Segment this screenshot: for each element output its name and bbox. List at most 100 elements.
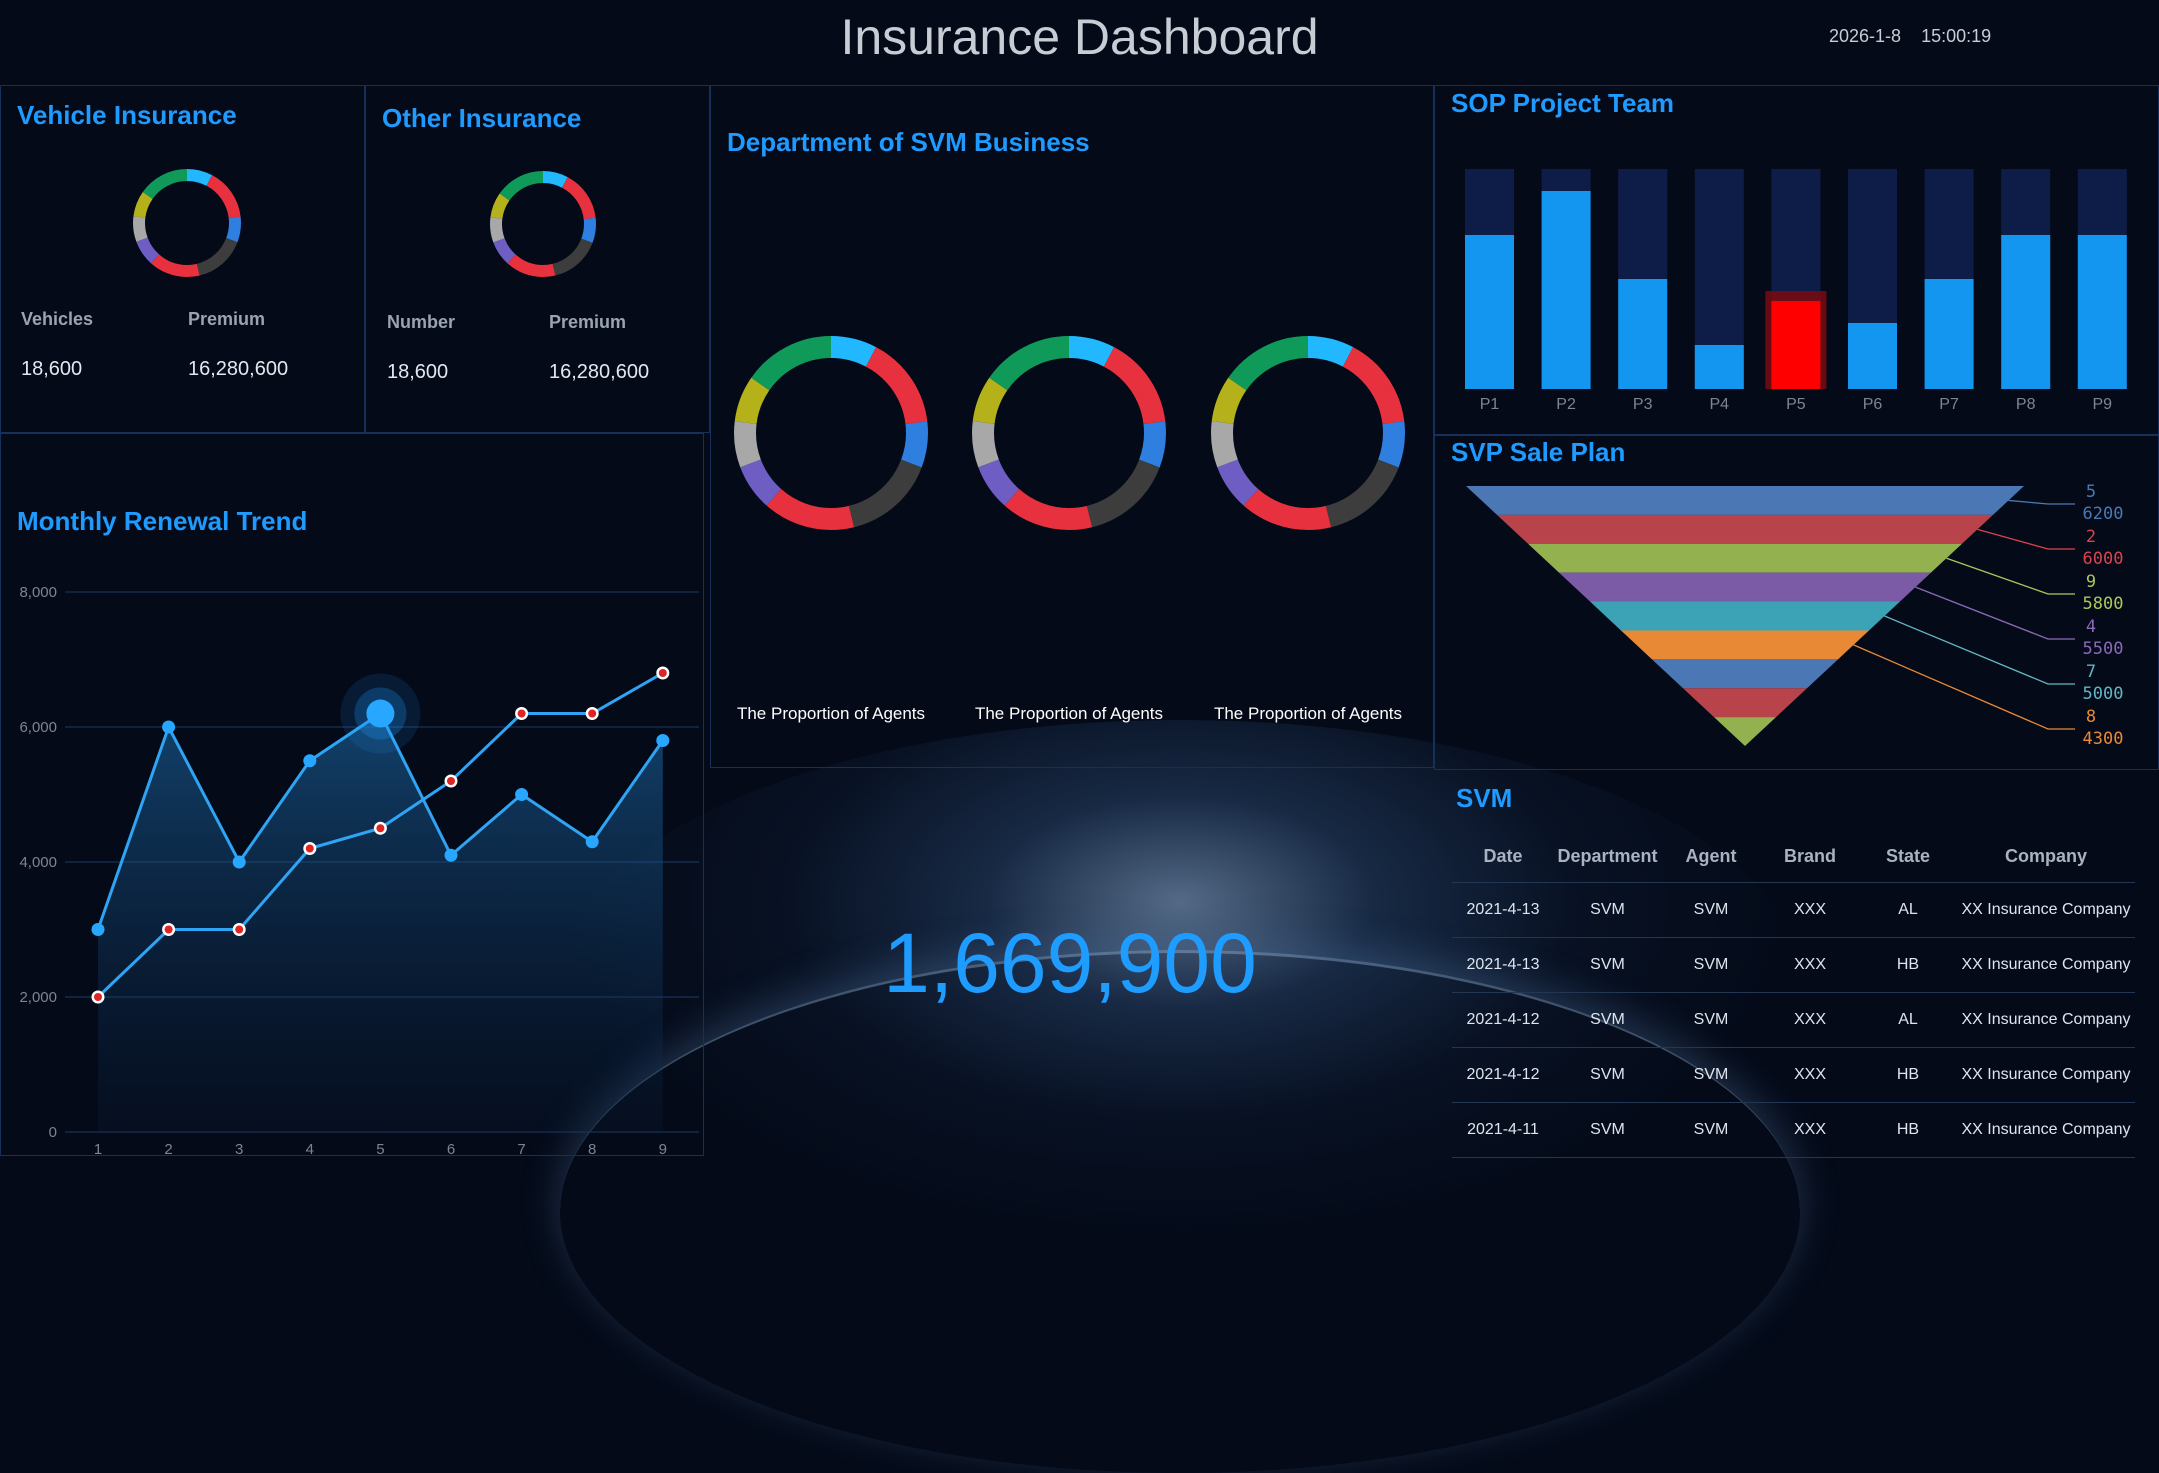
funnel-band bbox=[1497, 514, 1993, 544]
cell-state: HB bbox=[1859, 1102, 1957, 1158]
funnel-leader-line bbox=[1853, 644, 2075, 730]
series-b-point bbox=[447, 777, 455, 785]
table-row[interactable]: 2021-4-13 SVM SVM XXX AL XX Insurance Co… bbox=[1452, 882, 2135, 938]
cell-agent: SVM bbox=[1661, 992, 1761, 1048]
y-tick-label: 4,000 bbox=[19, 854, 57, 871]
donut-segment bbox=[490, 171, 596, 277]
col-agent: Agent bbox=[1661, 830, 1761, 883]
cell-date: 2021-4-13 bbox=[1452, 937, 1554, 993]
time-text: 15:00:19 bbox=[1921, 26, 1992, 46]
cell-company: XX Insurance Company bbox=[1957, 1102, 2135, 1158]
table-row[interactable]: 2021-4-12 SVM SVM XXX AL XX Insurance Co… bbox=[1452, 992, 2135, 1048]
cell-department: SVM bbox=[1554, 882, 1661, 938]
department-donut-2 bbox=[972, 336, 1166, 530]
funnel-label-count: 2 bbox=[2086, 527, 2096, 547]
donut-segment bbox=[133, 169, 241, 277]
funnel-band bbox=[1590, 601, 1900, 631]
svm-table: Date Department Agent Brand State Compan… bbox=[1452, 830, 2135, 1158]
donut-segment bbox=[490, 171, 596, 277]
total-value: 1,669,900 bbox=[883, 916, 1257, 1010]
funnel-band bbox=[1652, 659, 1838, 689]
series-a-point bbox=[303, 754, 317, 768]
x-tick-label: P1 bbox=[1480, 396, 1500, 413]
svp-sale-title: SVP Sale Plan bbox=[1451, 437, 1626, 467]
cell-date: 2021-4-11 bbox=[1452, 1102, 1554, 1158]
datetime: 2026-1-8 15:00:19 bbox=[1829, 26, 1991, 47]
other-donut bbox=[490, 171, 596, 277]
cell-state: AL bbox=[1859, 882, 1957, 938]
bar bbox=[1618, 279, 1668, 389]
vehicle-insurance-panel: Vehicle Insurance Vehicles Premium 18,60… bbox=[0, 85, 365, 433]
donut-segment bbox=[972, 336, 1166, 530]
other-insurance-panel: Other Insurance Number Premium 18,600 16… bbox=[365, 85, 710, 433]
series-a-point bbox=[515, 788, 529, 801]
donut-caption-2: The Proportion of Agents bbox=[974, 704, 1164, 723]
donut-segment bbox=[133, 169, 241, 277]
donut-segment bbox=[972, 336, 1166, 530]
cell-department: SVM bbox=[1554, 1102, 1661, 1158]
bar bbox=[1848, 323, 1897, 389]
col-state: State bbox=[1859, 830, 1957, 883]
donut-segment bbox=[972, 336, 1166, 530]
funnel-leader-line bbox=[1946, 557, 2075, 595]
svm-panel: SVM bbox=[1434, 770, 2159, 1156]
number-label: Number bbox=[387, 312, 456, 332]
series-b-point bbox=[658, 669, 667, 677]
series-b-point bbox=[235, 925, 244, 934]
sop-bar-chart: P1 P2 P3 P4 P5 P6 P7 P8 P9 bbox=[1465, 169, 2127, 413]
funnel-band bbox=[1466, 486, 2024, 515]
donut-segment bbox=[133, 169, 241, 277]
vehicles-value: 18,600 bbox=[21, 358, 83, 380]
x-tick-label: 1 bbox=[94, 1141, 102, 1157]
x-tick-label: P5 bbox=[1786, 396, 1806, 413]
x-tick-label: 8 bbox=[588, 1141, 596, 1157]
funnel-label-count: 4 bbox=[2086, 617, 2096, 637]
series-a-point bbox=[232, 855, 246, 869]
cell-agent: SVM bbox=[1661, 1047, 1761, 1103]
y-tick-label: 2,000 bbox=[19, 989, 57, 1006]
y-tick-label: 6,000 bbox=[19, 719, 57, 736]
table-row[interactable]: 2021-4-11 SVM SVM XXX HB XX Insurance Co… bbox=[1452, 1102, 2135, 1158]
renewal-trend-panel: Monthly Renewal Trend 0 2,000 4,000 6,000 8,… bbox=[0, 433, 704, 1157]
donut-caption-3: The Proportion of Agents bbox=[1213, 704, 1403, 723]
donut-segment bbox=[734, 336, 928, 530]
cell-company: XX Insurance Company bbox=[1957, 1047, 2135, 1103]
funnel-leader-line bbox=[1915, 586, 2075, 640]
donut-segment bbox=[1211, 336, 1405, 530]
department-donut-1 bbox=[734, 336, 928, 530]
department-title: Department of SVM Business bbox=[727, 127, 1090, 157]
funnel-label-value: 6000 bbox=[2083, 549, 2124, 569]
cell-brand: XXX bbox=[1761, 1102, 1859, 1158]
premium-label: Premium bbox=[188, 309, 266, 329]
x-tick-label: P9 bbox=[2093, 396, 2113, 413]
col-date: Date bbox=[1452, 830, 1554, 883]
table-row[interactable]: 2021-4-12 SVM SVM XXX HB XX Insurance Co… bbox=[1452, 1047, 2135, 1103]
number-value: 18,600 bbox=[387, 361, 449, 383]
x-tick-label: P4 bbox=[1710, 396, 1730, 413]
cell-state: HB bbox=[1859, 937, 1957, 993]
page-title: Insurance Dashboard bbox=[840, 9, 1319, 65]
date-text: 2026-1-8 bbox=[1829, 26, 1902, 46]
earth-horizon bbox=[560, 950, 1800, 1473]
bar bbox=[1694, 345, 1744, 389]
funnel-label-value: 5500 bbox=[2083, 639, 2124, 659]
donut-segment bbox=[490, 171, 596, 277]
sop-project-panel: SOP Project Team P1 P2 P3 P4 P5 P6 P7 P8 P9 bbox=[1434, 85, 2159, 435]
series-a-point bbox=[444, 848, 458, 862]
cell-date: 2021-4-12 bbox=[1452, 992, 1554, 1048]
funnel-band bbox=[1683, 688, 1807, 718]
vehicle-donut bbox=[133, 169, 241, 277]
funnel-label-value: 5800 bbox=[2083, 594, 2124, 614]
premium-value-2: 16,280,600 bbox=[549, 361, 650, 383]
donut-segment bbox=[1211, 336, 1405, 530]
series-b-point bbox=[94, 993, 102, 1001]
department-donut-3 bbox=[1211, 336, 1405, 530]
cell-company: XX Insurance Company bbox=[1957, 882, 2135, 938]
table-row[interactable]: 2021-4-13 SVM SVM XXX HB XX Insurance Co… bbox=[1452, 937, 2135, 993]
donut-segment bbox=[133, 169, 241, 277]
funnel-band bbox=[1528, 543, 1962, 573]
x-tick-label: P3 bbox=[1633, 396, 1653, 413]
cell-company: XX Insurance Company bbox=[1957, 992, 2135, 1048]
funnel-label-count: 9 bbox=[2086, 572, 2096, 592]
